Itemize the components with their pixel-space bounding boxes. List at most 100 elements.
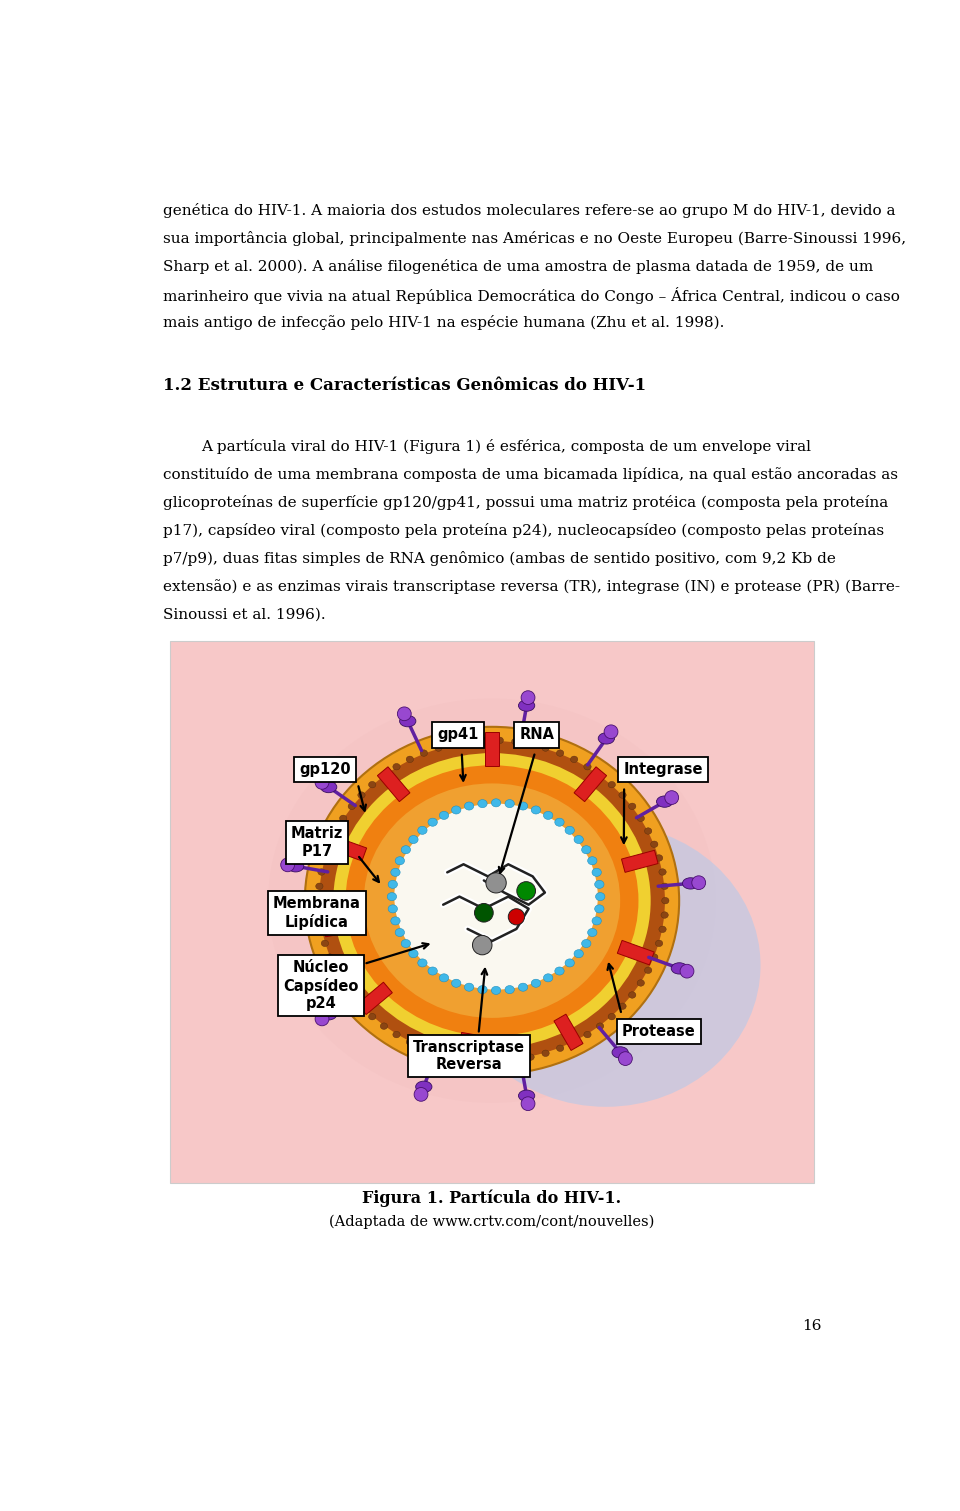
Ellipse shape [388, 905, 397, 913]
Ellipse shape [428, 967, 438, 975]
Ellipse shape [420, 1046, 427, 1052]
Ellipse shape [637, 979, 644, 987]
Ellipse shape [316, 911, 323, 919]
Ellipse shape [465, 984, 474, 991]
Ellipse shape [644, 967, 652, 973]
Ellipse shape [518, 984, 528, 991]
Circle shape [516, 881, 536, 901]
Ellipse shape [659, 869, 666, 875]
Text: Sharp et al. 2000). A análise filogenética de uma amostra de plasma datada de 19: Sharp et al. 2000). A análise filogenéti… [162, 258, 873, 273]
Text: Integrase: Integrase [623, 762, 703, 777]
Circle shape [315, 775, 329, 789]
Ellipse shape [451, 805, 461, 814]
Ellipse shape [416, 1082, 432, 1092]
Ellipse shape [268, 698, 716, 1103]
Ellipse shape [557, 749, 564, 757]
Text: 1.2 Estrutura e Características Genômicas do HIV-1: 1.2 Estrutura e Características Genômica… [162, 378, 646, 394]
Text: (Adaptada de www.crtv.com/cont/nouvelles): (Adaptada de www.crtv.com/cont/nouvelles… [329, 1215, 655, 1228]
Ellipse shape [608, 781, 615, 787]
Ellipse shape [629, 991, 636, 999]
Ellipse shape [401, 846, 411, 854]
Ellipse shape [435, 1050, 443, 1056]
Circle shape [474, 904, 493, 922]
Ellipse shape [387, 893, 396, 901]
Ellipse shape [321, 781, 337, 793]
Ellipse shape [608, 1014, 615, 1020]
Ellipse shape [644, 828, 652, 834]
Ellipse shape [420, 749, 427, 757]
Circle shape [521, 691, 535, 704]
Text: mais antigo de infecção pelo HIV-1 na espécie humana (Zhu et al. 1998).: mais antigo de infecção pelo HIV-1 na es… [162, 316, 724, 331]
Ellipse shape [582, 940, 591, 947]
Ellipse shape [496, 737, 503, 743]
Circle shape [280, 858, 295, 872]
Text: gp120: gp120 [300, 762, 351, 777]
Ellipse shape [619, 1003, 626, 1009]
Ellipse shape [592, 869, 601, 876]
Ellipse shape [428, 817, 438, 827]
Ellipse shape [380, 772, 388, 778]
Ellipse shape [418, 959, 427, 967]
Ellipse shape [418, 827, 427, 834]
Text: Transcriptase
Reversa: Transcriptase Reversa [413, 1040, 525, 1073]
Ellipse shape [592, 917, 601, 925]
Ellipse shape [321, 1009, 337, 1020]
Text: Núcleo
Capsídeo
p24: Núcleo Capsídeo p24 [283, 959, 359, 1011]
Ellipse shape [584, 763, 591, 771]
Text: Matriz
P17: Matriz P17 [291, 827, 344, 858]
Ellipse shape [358, 1003, 365, 1009]
Ellipse shape [440, 811, 448, 819]
Bar [485, 731, 499, 766]
Bar [330, 837, 367, 861]
Ellipse shape [531, 979, 540, 987]
Ellipse shape [409, 836, 419, 843]
Ellipse shape [683, 878, 699, 888]
Ellipse shape [465, 802, 474, 810]
Circle shape [486, 873, 506, 893]
Bar [485, 1035, 499, 1070]
Ellipse shape [481, 1058, 488, 1064]
Ellipse shape [322, 855, 328, 861]
Ellipse shape [557, 1046, 564, 1052]
Ellipse shape [651, 953, 658, 961]
Ellipse shape [332, 967, 340, 973]
Circle shape [692, 876, 706, 890]
Ellipse shape [657, 796, 673, 807]
Ellipse shape [395, 804, 598, 990]
Ellipse shape [541, 745, 549, 751]
Ellipse shape [322, 940, 328, 946]
Circle shape [664, 790, 679, 804]
Ellipse shape [391, 869, 400, 876]
Text: RNA: RNA [519, 727, 554, 742]
Text: p17), capsídeo viral (composto pela proteína p24), nucleocapsídeo (composto pela: p17), capsídeo viral (composto pela prot… [162, 523, 884, 538]
Text: marinheiro que vivia na atual República Democrática do Congo – África Central, i: marinheiro que vivia na atual República … [162, 287, 900, 304]
Ellipse shape [570, 756, 578, 763]
Ellipse shape [574, 836, 584, 843]
Text: sua importância global, principalmente nas Américas e no Oeste Europeu (Barre-Si: sua importância global, principalmente n… [162, 231, 905, 246]
Ellipse shape [512, 1056, 519, 1062]
Ellipse shape [570, 1038, 578, 1046]
Ellipse shape [391, 917, 400, 925]
Ellipse shape [671, 963, 687, 975]
Circle shape [472, 935, 492, 955]
Ellipse shape [369, 781, 376, 787]
Ellipse shape [656, 940, 662, 946]
Ellipse shape [594, 905, 604, 913]
Bar [617, 940, 654, 966]
Ellipse shape [478, 799, 487, 808]
Circle shape [604, 725, 618, 739]
Text: genética do HIV-1. A maioria dos estudos moleculares refere-se ao grupo M do HIV: genética do HIV-1. A maioria dos estudos… [162, 202, 895, 218]
Text: Protease: Protease [622, 1024, 696, 1040]
Text: constituído de uma membrana composta de uma bicamada lipídica, na qual estão anc: constituído de uma membrana composta de … [162, 467, 898, 482]
Ellipse shape [518, 802, 528, 810]
Ellipse shape [369, 1014, 376, 1020]
Ellipse shape [315, 898, 323, 904]
Ellipse shape [340, 814, 347, 822]
Ellipse shape [440, 973, 448, 982]
Text: Figura 1. Partícula do HIV-1.: Figura 1. Partícula do HIV-1. [363, 1189, 621, 1207]
Ellipse shape [595, 893, 605, 901]
Circle shape [315, 1012, 329, 1026]
Ellipse shape [451, 979, 461, 987]
Bar [324, 917, 359, 937]
Ellipse shape [518, 700, 535, 712]
